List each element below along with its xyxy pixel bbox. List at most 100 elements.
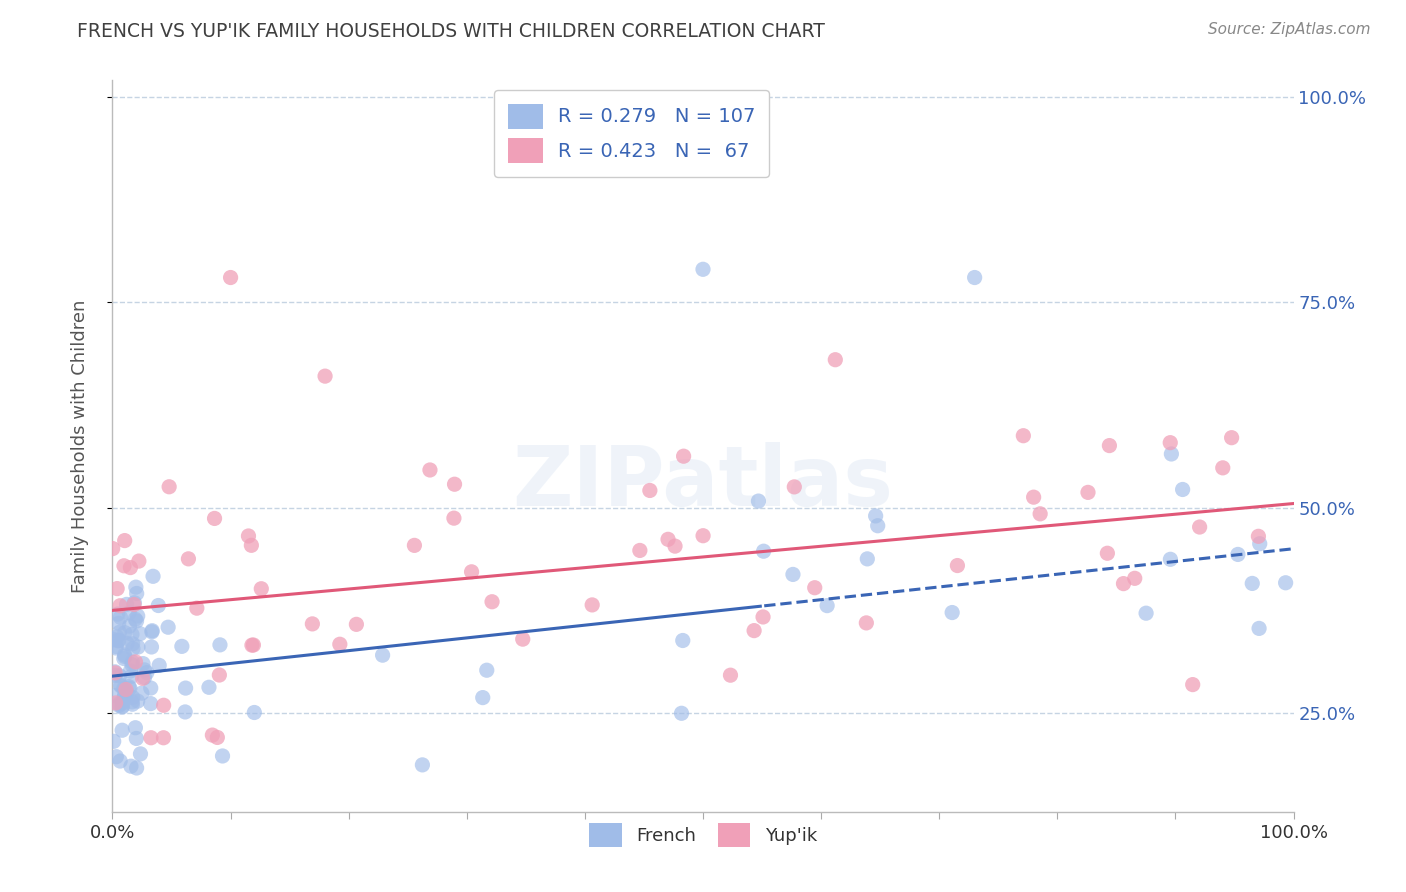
French [1135,606,1157,620]
French [148,599,170,613]
French [1171,483,1194,497]
French [121,657,143,672]
Yup'ik [692,529,714,543]
Yup'ik [208,668,231,682]
French [125,731,148,746]
French [112,651,135,665]
French [1226,548,1249,562]
French [108,754,131,768]
French [411,757,433,772]
French [121,637,143,651]
French [122,641,145,656]
French [1249,537,1271,551]
French [114,689,136,703]
Yup'ik [105,582,128,596]
Yup'ik [1220,431,1243,445]
Text: FRENCH VS YUP'IK FAMILY HOUSEHOLDS WITH CHILDREN CORRELATION CHART: FRENCH VS YUP'IK FAMILY HOUSEHOLDS WITH … [77,22,825,41]
Legend: French, Yup'ik: French, Yup'ik [582,816,824,854]
French [118,606,141,620]
Yup'ik [581,598,603,612]
French [125,586,148,600]
Yup'ik [177,552,200,566]
Yup'ik [115,682,138,697]
Yup'ik [628,543,651,558]
Yup'ik [1212,460,1234,475]
French [866,518,889,533]
Yup'ik [124,655,146,669]
French [121,655,143,669]
Yup'ik [219,270,242,285]
French [125,580,148,594]
Yup'ik [131,671,153,685]
Yup'ik [139,731,162,745]
Yup'ik [152,731,174,745]
Yup'ik [344,617,367,632]
Yup'ik [1012,428,1035,442]
French [475,663,498,677]
French [692,262,714,277]
Yup'ik [1098,439,1121,453]
French [108,669,131,683]
Yup'ik [301,616,323,631]
French [129,747,152,761]
French [118,680,141,694]
French [107,607,129,621]
French [104,689,127,703]
French [1160,447,1182,461]
French [121,627,143,641]
Yup'ik [204,511,226,525]
French [121,697,143,711]
French [105,749,128,764]
Yup'ik [1097,546,1119,560]
Yup'ik [824,352,846,367]
French [752,544,775,558]
Yup'ik [1159,435,1181,450]
Yup'ik [1181,677,1204,691]
Yup'ik [157,480,180,494]
Yup'ik [128,554,150,568]
French [131,686,153,700]
Yup'ik [946,558,969,573]
Text: Source: ZipAtlas.com: Source: ZipAtlas.com [1208,22,1371,37]
French [107,633,129,648]
French [104,640,127,655]
French [121,690,143,705]
Yup'ik [114,533,136,548]
French [124,596,146,610]
French [963,270,986,285]
French [104,668,127,682]
French [115,686,138,700]
French [110,610,132,624]
Yup'ik [104,665,127,680]
Yup'ik [657,533,679,547]
French [672,633,695,648]
French [111,723,134,738]
French [108,625,131,640]
French [105,640,128,654]
French [111,700,134,714]
Yup'ik [512,632,534,647]
French [208,638,231,652]
French [211,749,233,764]
French [127,609,149,624]
French [941,606,963,620]
Yup'ik [1029,507,1052,521]
Yup'ik [201,728,224,742]
French [243,706,266,720]
French [112,690,135,704]
Yup'ik [720,668,742,682]
Yup'ik [1247,529,1270,543]
French [120,759,142,773]
French [108,677,131,691]
French [815,599,838,613]
French [157,620,180,634]
Yup'ik [460,565,482,579]
Yup'ik [207,731,229,745]
Yup'ik [664,539,686,553]
Yup'ik [443,511,465,525]
French [124,721,146,735]
Y-axis label: Family Households with Children: Family Households with Children [70,300,89,592]
French [121,669,143,683]
Text: ZIPatlas: ZIPatlas [513,442,893,523]
French [135,665,157,680]
